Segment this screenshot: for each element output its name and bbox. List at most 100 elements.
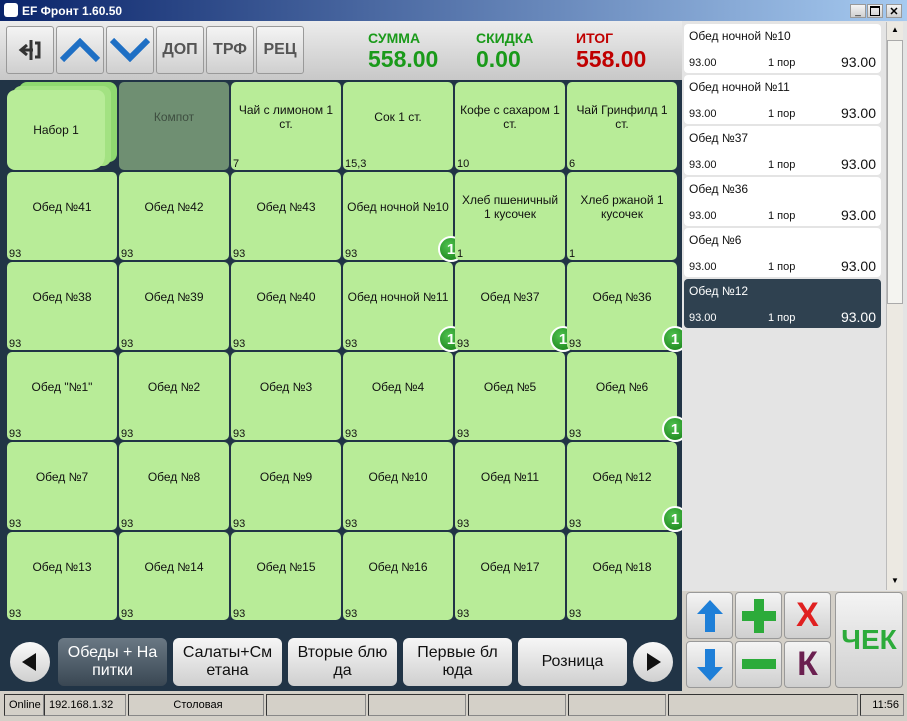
order-item[interactable]: Обед №37 93.00 1 пор 93.00 <box>684 126 881 175</box>
tile-label: Обед №12 <box>592 470 652 484</box>
menu-tile[interactable]: Обед №12 93 <box>567 442 677 530</box>
plus-button[interactable] <box>735 592 782 639</box>
order-item[interactable]: Обед №36 93.00 1 пор 93.00 <box>684 177 881 226</box>
scroll-up[interactable]: ▲ <box>891 25 899 34</box>
tile-label: Обед №36 <box>592 290 652 304</box>
tile-quantity: 93 <box>233 248 246 260</box>
tile-quantity: 93 <box>121 428 134 440</box>
minimize-button[interactable]: _ <box>850 4 866 18</box>
category-label: Вторые блюда <box>297 644 388 679</box>
scroll-down-button[interactable] <box>106 26 154 74</box>
category-label: Салаты+Сметана <box>182 644 273 679</box>
menu-tile[interactable]: Обед ночной №10 93 <box>343 172 453 260</box>
down-arrow <box>696 648 723 681</box>
category-button[interactable]: Обеды + Напитки <box>58 638 167 686</box>
category-button[interactable]: Вторые блюда <box>288 638 397 686</box>
menu-tile[interactable]: Обед №16 93 <box>343 532 453 620</box>
menu-tile[interactable]: Обед №36 93 <box>567 262 677 350</box>
category-button[interactable]: Салаты+Сметана <box>173 638 282 686</box>
tile-quantity: 93 <box>233 518 246 530</box>
down-icon <box>110 38 150 62</box>
tile-quantity: 10 <box>457 158 470 170</box>
menu-tile[interactable]: Обед №41 93 <box>7 172 117 260</box>
item-up-button[interactable] <box>686 592 733 639</box>
tile-quantity: 6 <box>569 158 576 170</box>
menu-tile[interactable]: Обед №37 93 <box>455 262 565 350</box>
check-button[interactable]: ЧЕК <box>835 592 903 688</box>
tile-label: Обед №14 <box>144 560 204 574</box>
menu-tile[interactable]: Чай с лимоном 1 ст. 7 <box>231 82 341 170</box>
menu-tile[interactable]: Хлеб пшеничный 1 кусочек 1 <box>455 172 565 260</box>
maximize-button[interactable] <box>867 4 883 18</box>
tile-quantity: 93 <box>457 338 470 350</box>
tile-label: Обед №11 <box>480 470 540 484</box>
item-price: 93.00 <box>689 159 717 171</box>
prev-category-button[interactable] <box>10 642 50 682</box>
category-button[interactable]: Розница <box>518 638 627 686</box>
menu-tile[interactable]: Хлеб ржаной 1 кусочек 1 <box>567 172 677 260</box>
menu-tile[interactable]: Обед №8 93 <box>119 442 229 530</box>
menu-tile[interactable]: Обед №3 93 <box>231 352 341 440</box>
delete-button[interactable]: X <box>784 592 831 639</box>
menu-tile[interactable]: Обед №2 93 <box>119 352 229 440</box>
menu-tile[interactable]: Обед №14 93 <box>119 532 229 620</box>
title-bar: EF Фронт 1.60.50 _ ✕ <box>0 0 907 21</box>
total-value: 558.00 <box>576 46 647 72</box>
menu-tile[interactable]: Компот <box>119 82 229 170</box>
category-label: Первые блюда <box>417 644 498 679</box>
menu-tile[interactable]: Обед №43 93 <box>231 172 341 260</box>
exit-button[interactable] <box>6 26 54 74</box>
menu-tile[interactable]: Набор 1 <box>7 90 105 170</box>
minus-button[interactable] <box>735 641 782 688</box>
item-sum: 93.00 <box>840 105 876 121</box>
menu-tile[interactable]: Сок 1 ст. 15,3 <box>343 82 453 170</box>
item-down-button[interactable] <box>686 641 733 688</box>
menu-tile[interactable]: Обед №6 93 <box>567 352 677 440</box>
menu-tile[interactable]: Обед "№1" 93 <box>7 352 117 440</box>
tile-quantity: 93 <box>121 338 134 350</box>
order-item[interactable]: Обед №12 93.00 1 пор 93.00 <box>684 279 881 328</box>
tool-button[interactable]: ДОП <box>156 26 204 74</box>
menu-tile[interactable]: Обед №42 93 <box>119 172 229 260</box>
menu-tile[interactable]: Чай Гринфилд 1 ст. 6 <box>567 82 677 170</box>
menu-tile[interactable]: Обед №40 93 <box>231 262 341 350</box>
window-title: EF Фронт 1.60.50 <box>22 4 123 18</box>
item-name: Обед ночной №11 <box>689 80 790 94</box>
menu-tile[interactable]: Обед №17 93 <box>455 532 565 620</box>
scrollbar[interactable]: ▲ ▼ <box>886 22 903 590</box>
menu-tile[interactable]: Обед №39 93 <box>119 262 229 350</box>
tile-label: Обед №15 <box>256 560 316 574</box>
tile-quantity: 93 <box>121 518 134 530</box>
menu-tile[interactable]: Обед №4 93 <box>343 352 453 440</box>
tile-label: Сок 1 ст. <box>374 110 422 124</box>
order-item[interactable]: Обед №6 93.00 1 пор 93.00 <box>684 228 881 277</box>
menu-tile[interactable]: Кофе с сахаром 1 ст. 10 <box>455 82 565 170</box>
menu-tile[interactable]: Обед №9 93 <box>231 442 341 530</box>
scroll-thumb[interactable] <box>887 40 903 304</box>
close-button[interactable]: ✕ <box>886 4 902 18</box>
tile-quantity: 7 <box>233 158 240 170</box>
tool-button[interactable]: РЕЦ <box>256 26 304 74</box>
tile-quantity: 93 <box>345 608 358 620</box>
menu-tile[interactable]: Обед №5 93 <box>455 352 565 440</box>
category-button[interactable]: Первые блюда <box>403 638 512 686</box>
tile-quantity: 93 <box>569 608 582 620</box>
tile-label: Обед №7 <box>35 470 89 484</box>
tool-button[interactable]: ТРФ <box>206 26 254 74</box>
menu-tile[interactable]: Обед №15 93 <box>231 532 341 620</box>
next-category-button[interactable] <box>633 642 673 682</box>
menu-tile[interactable]: Обед ночной №11 93 <box>343 262 453 350</box>
menu-tile[interactable]: Обед №10 93 <box>343 442 453 530</box>
scroll-down[interactable]: ▼ <box>891 576 899 585</box>
menu-tile[interactable]: Обед №18 93 <box>567 532 677 620</box>
tile-quantity: 93 <box>121 248 134 260</box>
scroll-up-button[interactable] <box>56 26 104 74</box>
k-button[interactable]: К <box>784 641 831 688</box>
menu-tile[interactable]: Обед №38 93 <box>7 262 117 350</box>
menu-tile[interactable]: Обед №7 93 <box>7 442 117 530</box>
tile-label: Обед №2 <box>147 380 201 394</box>
menu-tile[interactable]: Обед №13 93 <box>7 532 117 620</box>
order-item[interactable]: Обед ночной №10 93.00 1 пор 93.00 <box>684 24 881 73</box>
menu-tile[interactable]: Обед №11 93 <box>455 442 565 530</box>
order-item[interactable]: Обед ночной №11 93.00 1 пор 93.00 <box>684 75 881 124</box>
